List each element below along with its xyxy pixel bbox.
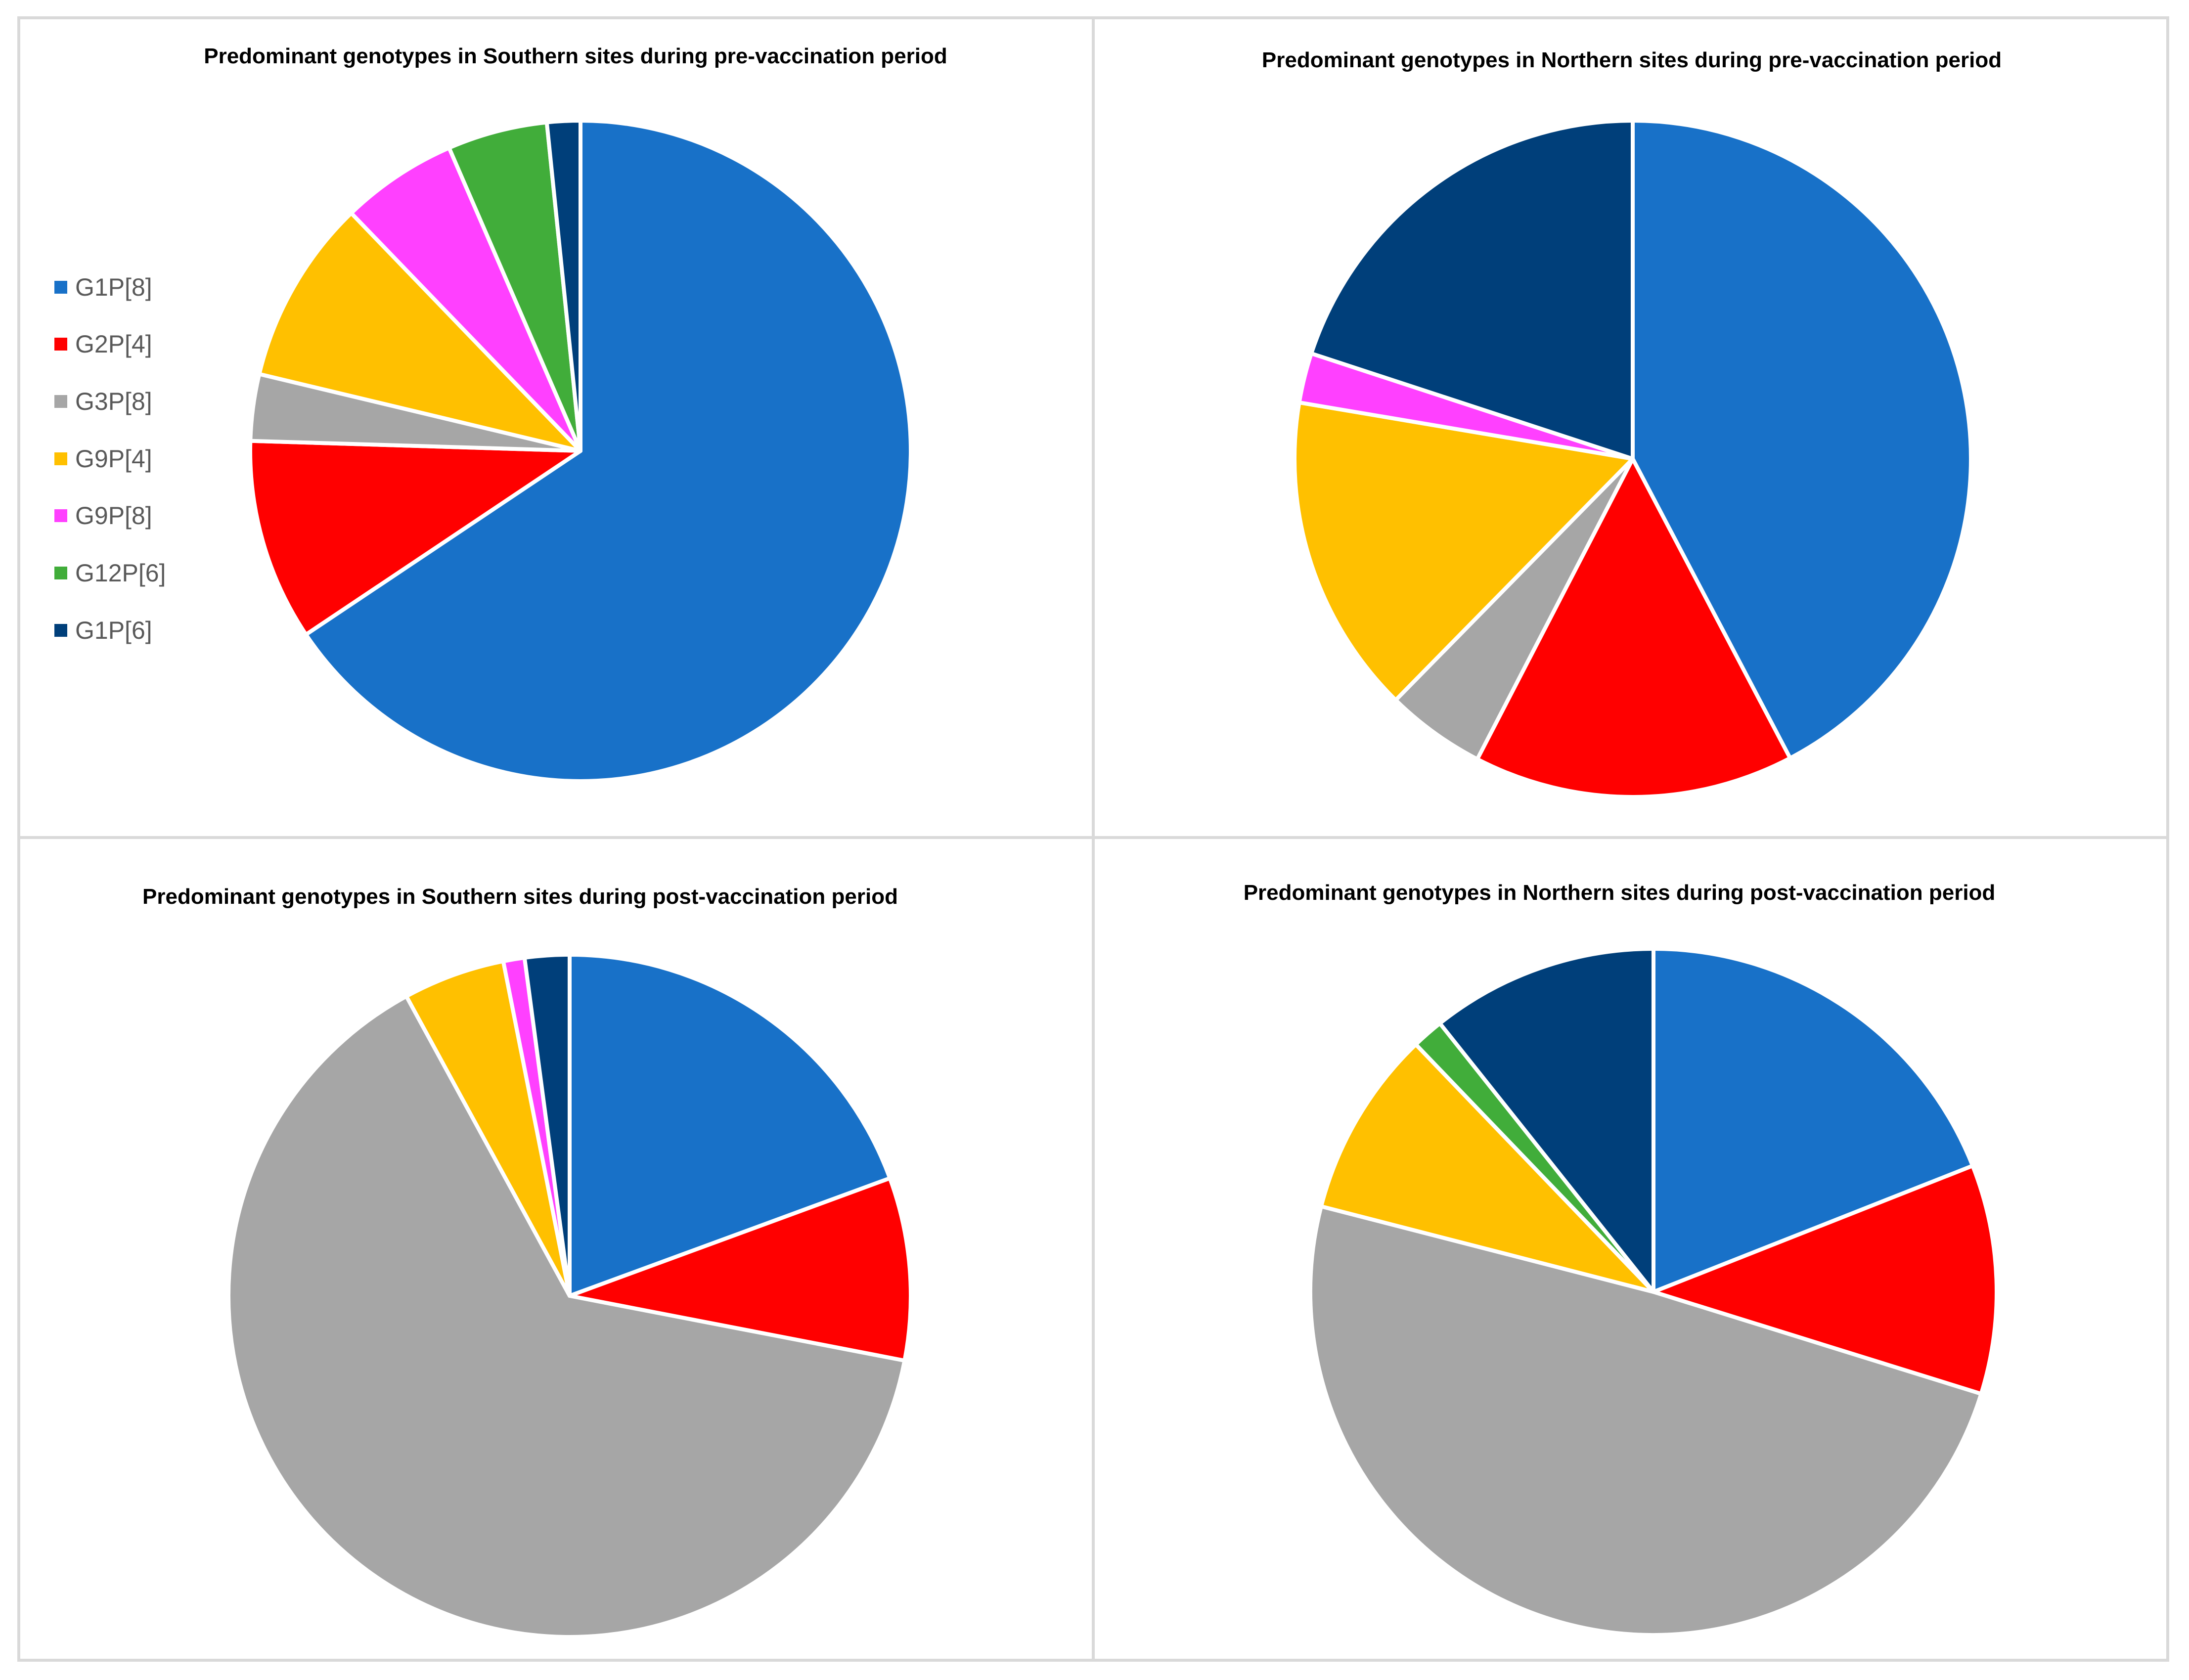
chart-title-south-pre: Predominant genotypes in Southern sites … bbox=[204, 44, 947, 68]
legend-swatch-g9p4 bbox=[54, 452, 67, 465]
legend-swatch-g1p6 bbox=[54, 624, 67, 637]
legend-swatch-g3p8 bbox=[54, 395, 67, 408]
legend-label-g12p6: G12P[6] bbox=[75, 559, 166, 587]
pie-slice-g3p8 bbox=[1393, 457, 1635, 761]
pie-slice-g9p8 bbox=[349, 146, 582, 453]
pie-slice-g3p8 bbox=[1308, 1204, 1983, 1637]
legend: G1P[8] G2P[4] G3P[8] G9P[4] G9P[8] G12P[… bbox=[54, 273, 166, 644]
pie-slice-g9p4 bbox=[1293, 400, 1635, 702]
pie-slice-g1p6 bbox=[544, 119, 582, 453]
pie-slice-g1p6 bbox=[522, 953, 572, 1298]
pie-slice-g2p4 bbox=[1652, 1163, 1999, 1396]
pie-north-pre bbox=[1293, 119, 1973, 799]
pie-slice-g1p8 bbox=[568, 953, 892, 1298]
legend-item-g9p8: G9P[8] bbox=[54, 502, 152, 530]
chart-title-north-pre: Predominant genotypes in Northern sites … bbox=[1262, 48, 2002, 72]
legend-item-g12p6: G12P[6] bbox=[54, 559, 166, 587]
chart-title-north-post: Predominant genotypes in Northern sites … bbox=[1244, 881, 1996, 905]
legend-swatch-g12p6 bbox=[54, 567, 67, 579]
legend-swatch-g9p8 bbox=[54, 509, 67, 522]
pie-slice-g12p6 bbox=[447, 120, 582, 453]
chart-title-south-post: Predominant genotypes in Southern sites … bbox=[142, 884, 898, 909]
legend-item-g9p4: G9P[4] bbox=[54, 445, 152, 473]
legend-swatch-g1p8 bbox=[54, 281, 67, 294]
legend-item-g2p4: G2P[4] bbox=[54, 330, 152, 358]
pie-slice-g2p4 bbox=[248, 439, 582, 637]
legend-label-g1p6: G1P[6] bbox=[75, 617, 152, 644]
pie-slice-g1p8 bbox=[1631, 119, 1973, 760]
legend-label-g9p8: G9P[8] bbox=[75, 502, 152, 530]
legend-label-g9p4: G9P[4] bbox=[75, 445, 152, 473]
pie-slice-g9p4 bbox=[404, 959, 572, 1298]
pie-slice-g9p4 bbox=[1319, 1042, 1655, 1294]
pie-slice-g9p4 bbox=[257, 211, 582, 453]
pie-slice-g1p6 bbox=[1309, 119, 1635, 461]
pie-slice-g2p4 bbox=[568, 1176, 913, 1363]
pie-south-post bbox=[226, 953, 913, 1639]
panel-grid bbox=[17, 16, 2169, 1662]
pie-slice-g2p4 bbox=[1475, 457, 1792, 799]
pie-north-post bbox=[1308, 947, 1999, 1637]
legend-label-g3p8: G3P[8] bbox=[75, 388, 152, 415]
legend-swatch-g2p4 bbox=[54, 338, 67, 351]
pie-south-pre bbox=[248, 119, 913, 783]
legend-item-g1p6: G1P[6] bbox=[54, 617, 152, 644]
pie-slice-g1p6 bbox=[1438, 947, 1655, 1294]
pie-slice-g3p8 bbox=[226, 994, 907, 1639]
legend-item-g3p8: G3P[8] bbox=[54, 388, 152, 415]
legend-label-g2p4: G2P[4] bbox=[75, 330, 152, 358]
pie-slice-g1p8 bbox=[304, 119, 913, 783]
pie-slice-g1p8 bbox=[1652, 947, 1975, 1294]
legend-item-g1p8: G1P[8] bbox=[54, 273, 152, 301]
legend-label-g1p8: G1P[8] bbox=[75, 273, 152, 301]
